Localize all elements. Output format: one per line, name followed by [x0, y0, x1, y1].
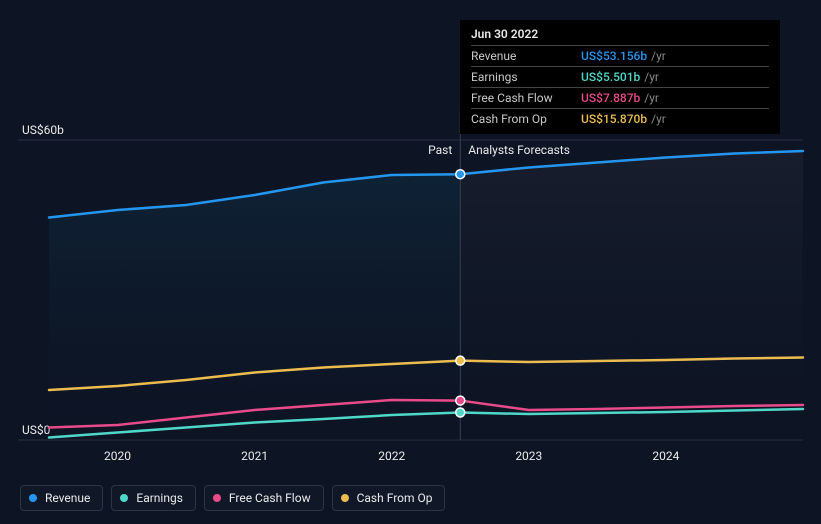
- legend-label: Revenue: [45, 491, 90, 505]
- x-axis-tick-label: 2023: [515, 449, 542, 463]
- tooltip-metric-unit: /yr: [651, 112, 666, 126]
- series-marker-free_cash_flow: [456, 396, 465, 405]
- legend-label: Free Cash Flow: [229, 491, 311, 505]
- legend-item-free_cash_flow[interactable]: Free Cash Flow: [204, 485, 324, 511]
- series-marker-cash_from_op: [456, 356, 465, 365]
- tooltip-metric-unit: /yr: [644, 70, 659, 84]
- tooltip-metric-label: Earnings: [471, 70, 581, 84]
- tooltip-row: Free Cash FlowUS$7.887b/yr: [471, 87, 769, 108]
- tooltip-metric-label: Revenue: [471, 49, 581, 63]
- forecast-area-fill: [460, 151, 803, 440]
- tooltip-metric-unit: /yr: [651, 49, 666, 63]
- tooltip-metric-value: US$5.501b: [581, 70, 640, 84]
- tooltip-metric-label: Free Cash Flow: [471, 91, 581, 105]
- x-axis-tick-label: 2024: [652, 449, 679, 463]
- tooltip-row: RevenueUS$53.156b/yr: [471, 45, 769, 66]
- tooltip-metric-unit: /yr: [644, 91, 659, 105]
- legend-dot-icon: [341, 494, 349, 502]
- series-marker-revenue: [456, 170, 465, 179]
- legend-label: Earnings: [136, 491, 183, 505]
- x-axis-tick-label: 2020: [104, 449, 131, 463]
- legend-dot-icon: [120, 494, 128, 502]
- y-axis-tick-label: US$0: [22, 423, 51, 437]
- tooltip-row: EarningsUS$5.501b/yr: [471, 66, 769, 87]
- chart-legend: Revenue Earnings Free Cash Flow Cash From O…: [20, 485, 445, 511]
- tooltip-metric-label: Cash From Op: [471, 112, 581, 126]
- legend-dot-icon: [29, 494, 37, 502]
- tooltip-date: Jun 30 2022: [471, 27, 769, 45]
- series-marker-earnings: [456, 408, 465, 417]
- financial-forecast-chart: US$0 US$60b Past Analysts Forecasts 2020 2021…: [0, 0, 821, 524]
- past-section-label: Past: [428, 143, 452, 157]
- y-axis-tick-label: US$60b: [22, 123, 64, 137]
- legend-item-revenue[interactable]: Revenue: [20, 485, 103, 511]
- legend-label: Cash From Op: [357, 491, 433, 505]
- legend-item-cash_from_op[interactable]: Cash From Op: [332, 485, 446, 511]
- x-axis-tick-label: 2022: [378, 449, 405, 463]
- tooltip-metric-value: US$15.870b: [581, 112, 647, 126]
- chart-tooltip: Jun 30 2022 RevenueUS$53.156b/yrEarnings…: [460, 20, 780, 134]
- tooltip-metric-value: US$53.156b: [581, 49, 647, 63]
- x-axis-tick-label: 2021: [241, 449, 268, 463]
- tooltip-row: Cash From OpUS$15.870b/yr: [471, 108, 769, 129]
- legend-dot-icon: [213, 494, 221, 502]
- legend-item-earnings[interactable]: Earnings: [111, 485, 196, 511]
- tooltip-metric-value: US$7.887b: [581, 91, 640, 105]
- forecast-section-label: Analysts Forecasts: [468, 143, 570, 157]
